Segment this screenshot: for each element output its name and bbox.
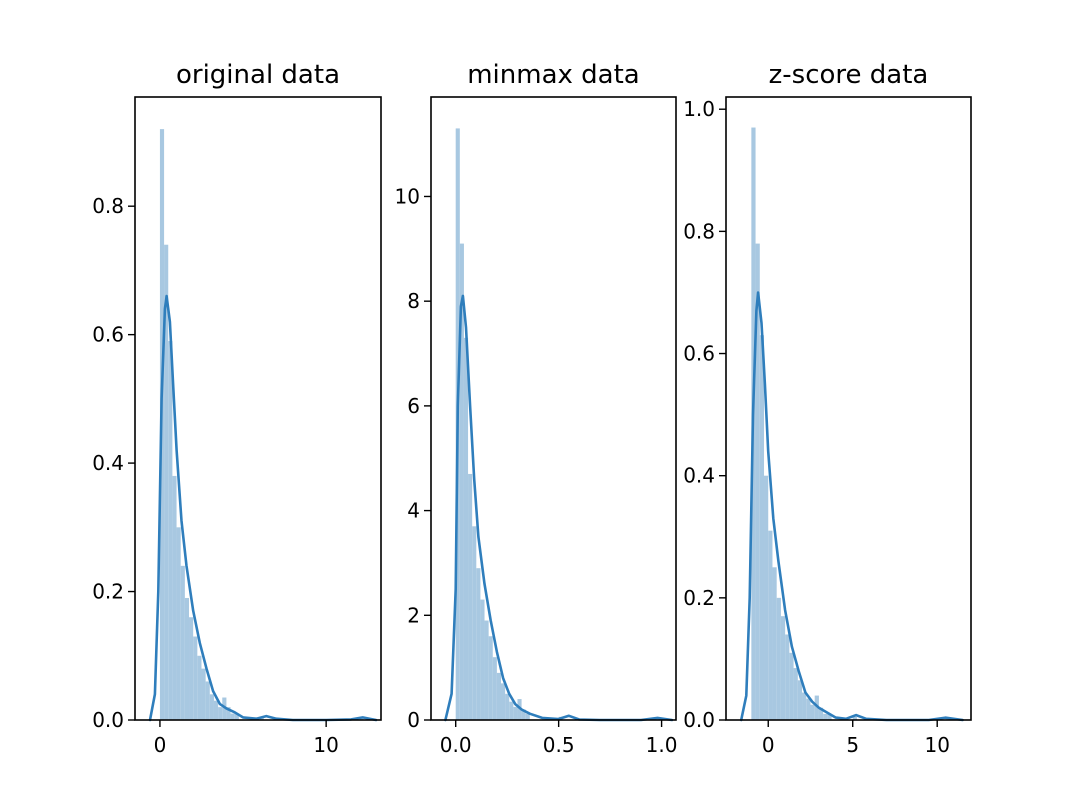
y-tick-label: 0.4 bbox=[92, 451, 124, 475]
subplot-title: z-score data bbox=[769, 60, 929, 90]
histogram-bar bbox=[513, 706, 518, 720]
histogram-bar bbox=[168, 341, 173, 720]
histogram-bar bbox=[768, 530, 773, 720]
histogram-bar bbox=[806, 698, 811, 720]
histogram-bar bbox=[492, 657, 497, 720]
histogram-bar bbox=[189, 617, 194, 720]
y-tick-label: 4 bbox=[407, 499, 420, 523]
histogram-bar bbox=[234, 713, 239, 720]
histogram-bar bbox=[818, 707, 824, 720]
histogram-bar bbox=[184, 597, 190, 720]
histogram-bar bbox=[772, 567, 777, 720]
y-tick-label: 6 bbox=[407, 394, 420, 418]
axes-frame bbox=[430, 96, 677, 721]
histogram-bar bbox=[823, 713, 828, 720]
histogram-bar bbox=[468, 473, 473, 720]
histogram-bar bbox=[521, 709, 526, 720]
histogram-bar bbox=[814, 695, 819, 720]
histogram-bar bbox=[759, 335, 765, 720]
histogram-bar bbox=[193, 636, 198, 720]
histogram-bar bbox=[222, 697, 227, 720]
histogram-bar bbox=[852, 716, 857, 720]
histogram-bar bbox=[201, 668, 206, 720]
histogram-bar bbox=[797, 680, 803, 720]
histogram-bar bbox=[501, 683, 506, 720]
x-tick-label: 0 bbox=[762, 733, 775, 757]
subplot-minmax-data: minmax data 0.0 0.5 1.0 0 2 4 6 8 10 bbox=[395, 60, 678, 757]
subplot-zscore-data: z-score data 0 5 10 0.0 0.2 0.4 0.6 0.8 1.0 bbox=[683, 60, 972, 757]
histogram-bar bbox=[226, 707, 231, 720]
y-tick-label: 0.4 bbox=[683, 464, 715, 488]
histogram-bar bbox=[463, 337, 469, 720]
histogram-bar bbox=[776, 597, 781, 720]
x-tick-label: 0.5 bbox=[543, 733, 575, 757]
histogram-bar bbox=[180, 565, 185, 720]
histogram-bar bbox=[209, 694, 214, 720]
histogram-bar bbox=[213, 700, 219, 720]
y-tick-label: 0.8 bbox=[683, 219, 715, 243]
kde-line bbox=[739, 291, 964, 722]
y-tick-label: 0.6 bbox=[683, 342, 715, 366]
y-tick-label: 0.8 bbox=[92, 194, 124, 218]
histogram-bar bbox=[827, 713, 832, 720]
histogram-bar bbox=[755, 243, 760, 720]
x-tick-label: 0.0 bbox=[440, 733, 472, 757]
y-tick-label: 10 bbox=[395, 184, 420, 208]
histogram-bar bbox=[176, 527, 181, 720]
x-tick-label: 0 bbox=[154, 733, 167, 757]
histogram-bar bbox=[488, 636, 493, 720]
x-tick-label: 10 bbox=[924, 733, 949, 757]
histogram-bar bbox=[789, 652, 794, 720]
subplot-title: original data bbox=[176, 60, 340, 90]
subplot-title: minmax data bbox=[467, 60, 640, 90]
x-tick-label: 1.0 bbox=[646, 733, 678, 757]
y-tick-label: 1.0 bbox=[683, 97, 715, 121]
histogram-bar bbox=[197, 655, 202, 720]
histogram-bar bbox=[764, 475, 769, 720]
y-tick-label: 2 bbox=[407, 603, 420, 627]
y-tick-label: 0.2 bbox=[683, 586, 715, 610]
kde-line bbox=[444, 294, 674, 722]
histogram-bar bbox=[472, 526, 477, 720]
y-tick-label: 0.2 bbox=[92, 580, 124, 604]
histogram-bar bbox=[480, 599, 485, 720]
subplot-original-data: original data 0 10 0.0 0.2 0.4 0.6 0.8 bbox=[92, 60, 382, 757]
histogram-bar bbox=[172, 475, 177, 720]
histogram-bar bbox=[218, 707, 223, 720]
histogram-bar bbox=[793, 668, 798, 720]
histogram-bar bbox=[230, 713, 235, 720]
histogram-bar bbox=[517, 699, 522, 720]
y-tick-label: 8 bbox=[407, 289, 420, 313]
histogram-bar bbox=[810, 704, 815, 720]
histogram-bar bbox=[205, 681, 210, 720]
histogram-bar bbox=[525, 713, 530, 720]
histogram-bar bbox=[164, 244, 169, 720]
y-tick-label: 0 bbox=[407, 708, 420, 732]
histogram-bar bbox=[459, 243, 464, 720]
histogram-bar bbox=[505, 693, 510, 720]
x-tick-label: 10 bbox=[313, 733, 338, 757]
histogram-bar bbox=[802, 692, 807, 720]
x-tick-label: 5 bbox=[846, 733, 859, 757]
axes-frame bbox=[134, 96, 382, 721]
y-tick-label: 0.0 bbox=[92, 708, 124, 732]
histogram-bar bbox=[484, 620, 489, 720]
histogram-bar bbox=[785, 634, 790, 720]
y-tick-label: 0.0 bbox=[683, 708, 715, 732]
axes-frame bbox=[725, 96, 972, 721]
histogram-bar bbox=[780, 616, 786, 720]
y-tick-label: 0.6 bbox=[92, 323, 124, 347]
histogram-bar bbox=[476, 568, 481, 720]
histogram-bar bbox=[496, 672, 501, 720]
histogram-bar bbox=[509, 701, 514, 720]
